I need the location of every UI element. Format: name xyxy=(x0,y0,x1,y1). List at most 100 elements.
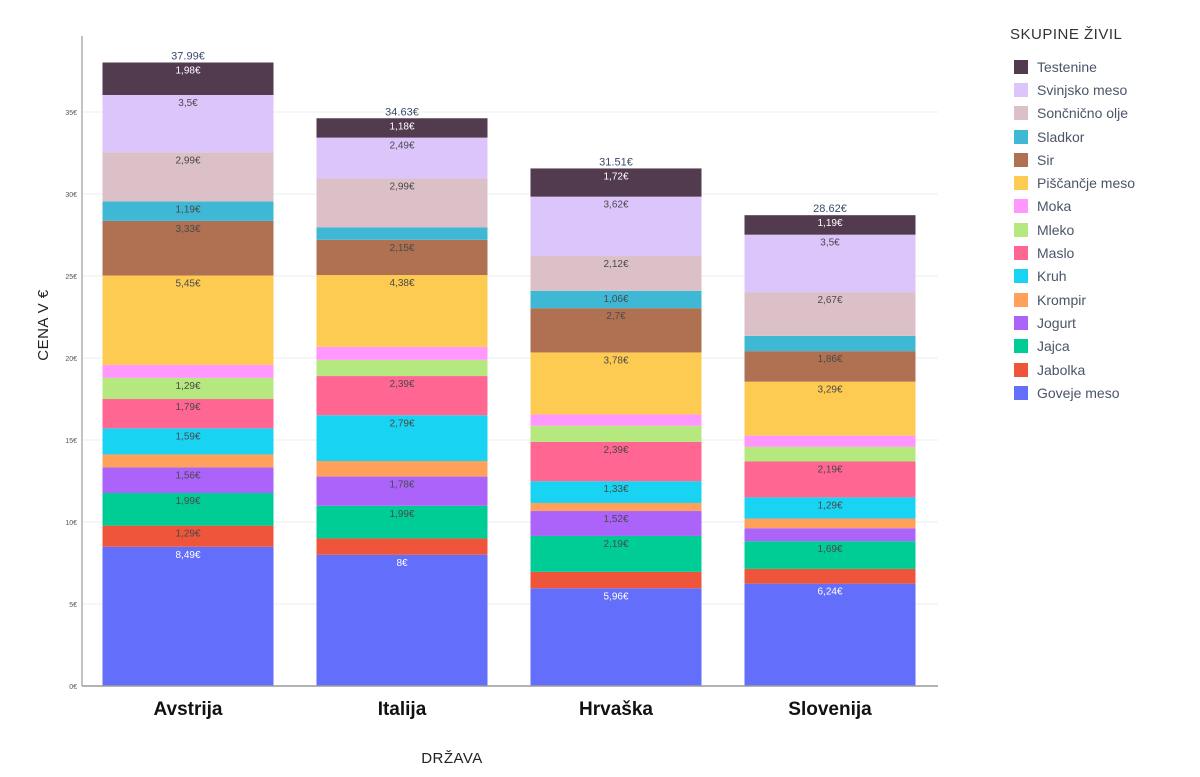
legend-swatch xyxy=(1014,59,1028,74)
legend-label: Sončnično olje xyxy=(1037,105,1129,122)
bar-segment xyxy=(530,511,702,536)
data-label: 3,29€ xyxy=(817,385,842,396)
data-label: 5,45€ xyxy=(175,279,200,290)
bar-segment xyxy=(102,152,274,202)
bar-stack-italija: 8€ 1,99€ 1,78€ 2,79€ 2,39€ 4,38€ 2,15€ 2,99€ 2,4… xyxy=(316,106,488,686)
data-label: 1,06€ xyxy=(603,294,628,305)
data-label: 3,78€ xyxy=(603,355,628,366)
legend-label: Maslo xyxy=(1037,245,1075,262)
legend-item[interactable]: Mleko xyxy=(1010,218,1135,241)
bar-stack-slovenija: 6,24€ 1,69€ 1,29€ 2,19€ 3,29€ 1,86€ 2,67€ 3,5€ 1… xyxy=(744,203,916,686)
bar-segment xyxy=(102,377,274,400)
data-label: 2,15€ xyxy=(389,243,414,254)
data-label: 1,99€ xyxy=(389,509,414,520)
bar-segment xyxy=(102,454,274,468)
bar-segment xyxy=(316,359,488,377)
bar-segment xyxy=(744,234,916,293)
data-label: 2,99€ xyxy=(175,155,200,166)
bar-segment xyxy=(530,535,702,572)
legend: SKUPINE ŽIVIL Testenine Svinjsko meso Sonč… xyxy=(1010,26,1135,404)
bar-segment xyxy=(102,492,274,526)
bar-segment xyxy=(102,220,274,276)
legend-item[interactable]: Jogurt xyxy=(1010,311,1135,334)
data-label: 5,96€ xyxy=(603,591,628,602)
legend-item[interactable]: Testenine xyxy=(1010,55,1135,78)
bar-segment xyxy=(744,292,916,336)
data-label: 2,67€ xyxy=(817,295,842,306)
x-tick-label: Hrvaška xyxy=(579,699,653,720)
bar-stack-hrvaška: 5,96€ 2,19€ 1,52€ 1,33€ 2,39€ 3,78€ 2,7€ 1,06€ 2… xyxy=(530,156,702,686)
legend-item[interactable]: Kruh xyxy=(1010,265,1135,288)
x-tick-labels: Avstrija Italija Hrvaška Slovenija xyxy=(154,699,873,720)
bar-segment xyxy=(316,538,488,555)
bar-segment xyxy=(102,546,274,686)
bar-segment xyxy=(744,541,916,569)
legend-item[interactable]: Sončnično olje xyxy=(1010,102,1135,125)
legend-item[interactable]: Jajca xyxy=(1010,335,1135,358)
legend-label: Goveje meso xyxy=(1037,384,1120,401)
data-label: 3,5€ xyxy=(820,238,840,249)
bar-segment xyxy=(530,588,702,686)
bar-segment xyxy=(744,446,916,462)
bar-segment xyxy=(316,239,488,276)
data-label: 1,52€ xyxy=(603,514,628,525)
legend-item[interactable]: Svinjsko meso xyxy=(1010,78,1135,101)
data-label: 1,86€ xyxy=(817,354,842,365)
data-label: 1,79€ xyxy=(175,402,200,413)
total-label: 34.63€ xyxy=(385,106,419,118)
bar-segment xyxy=(102,94,274,153)
y-tick-label: 25€ xyxy=(65,274,77,281)
bar-segment xyxy=(530,425,702,442)
legend-swatch xyxy=(1014,152,1028,167)
bar-segment xyxy=(744,528,916,542)
data-label: 2,49€ xyxy=(389,141,414,152)
legend-swatch xyxy=(1014,269,1028,284)
data-label: 2,79€ xyxy=(389,418,414,429)
legend-item[interactable]: Goveje meso xyxy=(1010,381,1135,404)
data-label: 3,5€ xyxy=(178,98,198,109)
data-label: 1,19€ xyxy=(817,218,842,229)
bar-segment xyxy=(530,308,702,353)
x-tick-label: Avstrija xyxy=(154,699,223,720)
legend-swatch xyxy=(1014,385,1028,400)
legend-item[interactable]: Jabolka xyxy=(1010,358,1135,381)
y-tick-labels: 0€ 5€ 10€ 15€ 20€ 25€ 30€ 35€ xyxy=(65,110,77,691)
bar-segment xyxy=(744,461,916,498)
bar-segment xyxy=(102,364,274,378)
bar-segment xyxy=(530,502,702,512)
data-label: 2,39€ xyxy=(603,445,628,456)
legend-item[interactable]: Krompir xyxy=(1010,288,1135,311)
data-label: 2,7€ xyxy=(606,311,626,322)
bar-segment xyxy=(744,381,916,436)
data-label: 1,56€ xyxy=(175,470,200,481)
bar-segment xyxy=(316,137,488,179)
bar-segment xyxy=(744,583,916,686)
data-label: 1,98€ xyxy=(175,66,200,77)
bar-segment xyxy=(102,275,274,365)
bar-segment xyxy=(530,290,702,309)
legend-item[interactable]: Sir xyxy=(1010,148,1135,171)
data-label: 1,18€ xyxy=(389,121,414,132)
y-tick-label: 35€ xyxy=(65,110,77,117)
bar-stack-avstrija: 8,49€ 1,29€ 1,99€ 1,56€ 1,59€ 1,79€ 1,29€ 5,45€… xyxy=(102,51,274,686)
legend-label: Kruh xyxy=(1037,268,1067,285)
data-label: 1,59€ xyxy=(175,431,200,442)
data-label: 2,19€ xyxy=(817,464,842,475)
bar-segment xyxy=(316,554,488,686)
y-tick-label: 30€ xyxy=(65,192,77,199)
total-label: 31.51€ xyxy=(599,156,633,168)
legend-item[interactable]: Maslo xyxy=(1010,241,1135,264)
legend-item[interactable]: Sladkor xyxy=(1010,125,1135,148)
legend-label: Jogurt xyxy=(1037,314,1076,331)
data-label: 8€ xyxy=(396,558,408,569)
legend-item[interactable]: Piščančje meso xyxy=(1010,171,1135,194)
bar-segment xyxy=(102,428,274,455)
bar-segment xyxy=(530,196,702,257)
data-label: 1,19€ xyxy=(175,204,200,215)
legend-item[interactable]: Moka xyxy=(1010,195,1135,218)
data-label: 3,62€ xyxy=(603,200,628,211)
bar-segment xyxy=(530,414,702,426)
data-label: 3,33€ xyxy=(175,224,200,235)
legend-label: Testenine xyxy=(1037,58,1097,75)
